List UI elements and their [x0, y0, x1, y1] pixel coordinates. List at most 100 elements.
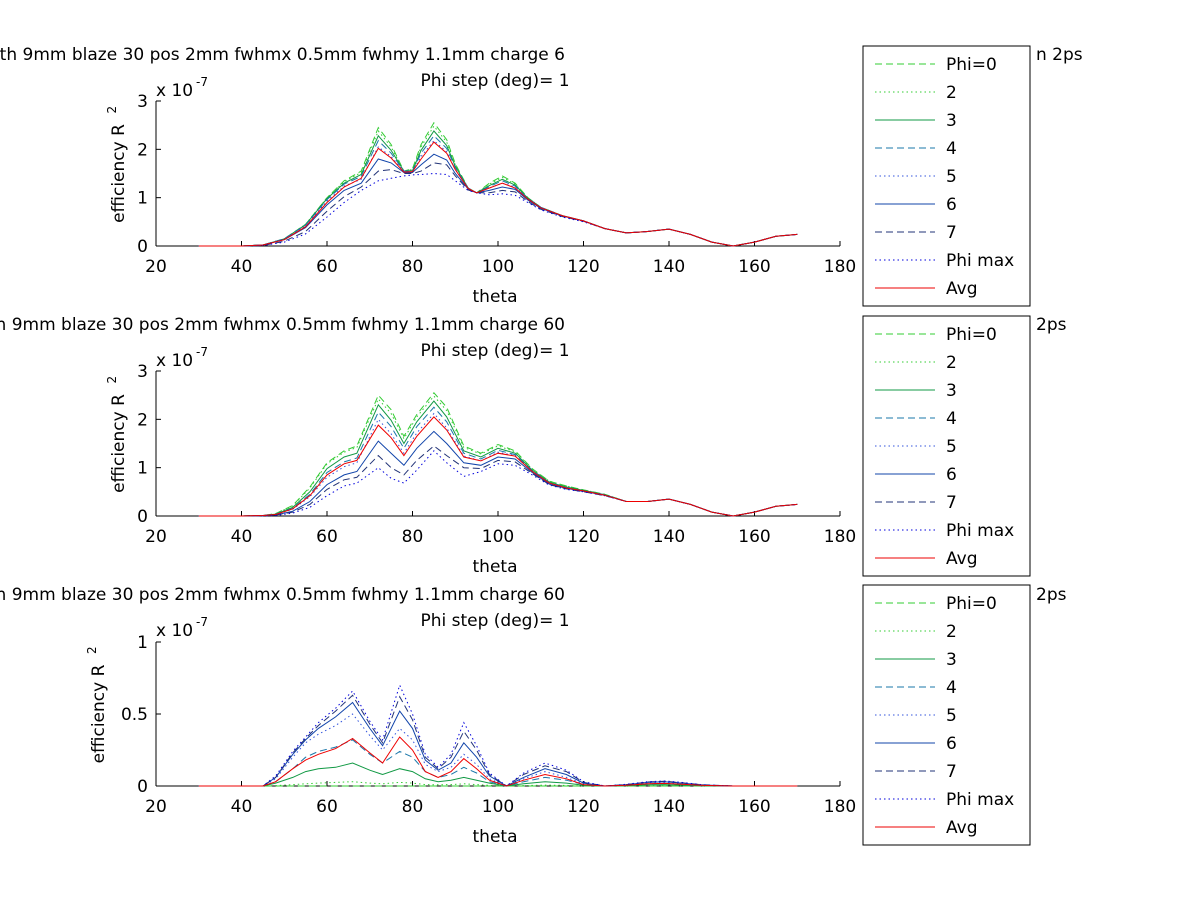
legend-label: 3	[946, 111, 957, 131]
legend-label: 7	[946, 223, 957, 243]
legend-label: 3	[946, 650, 957, 670]
chart-title-tail: 2ps	[1036, 315, 1067, 335]
x-tick-label: 40	[231, 527, 253, 547]
legend-label: Avg	[946, 279, 978, 299]
x-tick-label: 20	[145, 257, 167, 277]
x-tick-label: 100	[482, 797, 514, 817]
legend-3: Phi=0 2 3 4 5 6 7 Phi max Avg 2ps	[862, 584, 1067, 846]
x-tick-label: 80	[402, 797, 424, 817]
legend-label: Phi=0	[946, 594, 997, 614]
series-line-phi-max	[198, 172, 798, 247]
y-tick-label: 3	[137, 92, 148, 112]
y-axis-label-superscript: 2	[105, 106, 119, 114]
legend-2: Phi=0 2 3 4 5 6 7 Phi max Avg 2ps	[862, 315, 1067, 577]
chart-panel-2: 20 40 60 80 100 120 140 160 180 0 1 2 3 x 10-7 SOLEIL …	[0, 315, 856, 577]
y-exponent-superscript: -7	[196, 615, 208, 629]
x-tick-label: 60	[316, 527, 338, 547]
legend-box	[862, 45, 1031, 307]
legend-label: 6	[946, 195, 957, 215]
legend-label: 5	[946, 706, 957, 726]
legend-label: 4	[946, 139, 957, 159]
y-tick-label: 2	[137, 410, 148, 430]
y-axis-label-text: efficiency R	[109, 124, 129, 223]
series-line-3	[198, 762, 798, 787]
x-tick-label: 100	[482, 527, 514, 547]
legend-label: 4	[946, 409, 957, 429]
chart-title-tail: n 2ps	[1036, 45, 1083, 65]
y-axis-label-superscript: 2	[105, 376, 119, 384]
chart-title: SOLEIL gperiod 2mm gwidth 9mm blaze 30 p…	[0, 315, 565, 335]
plot-area	[156, 101, 840, 246]
y-tick-label: 0	[137, 507, 148, 527]
series-line-5	[198, 713, 798, 787]
x-tick-label: 120	[567, 257, 599, 277]
legend-label: 2	[946, 622, 957, 642]
y-tick-label: 1	[137, 459, 148, 479]
chart-panel-1: 20 40 60 80 100 120 140 160 180 0 1 2 3 x 10-7 w SOLEI…	[0, 45, 856, 307]
plot-area	[156, 642, 840, 786]
series-line-7	[198, 694, 798, 787]
series-line-avg	[198, 141, 798, 247]
legend-label: 4	[946, 678, 957, 698]
series-line-phi-max	[198, 683, 798, 787]
y-axis-label-superscript: 2	[85, 646, 99, 654]
y-tick-label: 2	[137, 140, 148, 160]
legend-label: Phi max	[946, 521, 1014, 541]
series-line-4	[198, 739, 798, 787]
series-line-avg	[198, 416, 798, 517]
legend-label: Phi max	[946, 251, 1014, 271]
x-tick-label: 180	[824, 797, 856, 817]
legend-label: 7	[946, 493, 957, 513]
y-exponent-label: x 10	[156, 351, 193, 371]
legend-label: 6	[946, 734, 957, 754]
x-tick-label: 80	[402, 257, 424, 277]
y-axis-label-text: efficiency R	[109, 394, 129, 493]
x-tick-label: 140	[653, 797, 685, 817]
x-tick-label: 40	[231, 257, 253, 277]
x-tick-label: 120	[567, 527, 599, 547]
x-tick-label: 140	[653, 527, 685, 547]
y-exponent-label: x 10	[156, 81, 193, 101]
legend-label: Phi=0	[946, 325, 997, 345]
y-axis-label-text: efficiency R	[89, 664, 109, 763]
x-tick-label: 180	[824, 527, 856, 547]
x-axis-label: theta	[473, 287, 518, 307]
chart-subtitle: Phi step (deg)= 1	[420, 71, 569, 91]
legend-label: 5	[946, 437, 957, 457]
legend-label: 6	[946, 465, 957, 485]
y-tick-label: 3	[137, 362, 148, 382]
x-tick-label: 120	[567, 797, 599, 817]
chart-title: w SOLEIL gperiod 2mm gwidth 9mm blaze 30…	[0, 45, 565, 65]
y-axis-label: efficiency R 2	[105, 376, 129, 493]
y-tick-label: 0	[137, 237, 148, 257]
x-tick-label: 40	[231, 797, 253, 817]
legend-label: 5	[946, 167, 957, 187]
legend-label: Phi=0	[946, 55, 997, 75]
x-tick-label: 60	[316, 797, 338, 817]
y-tick-label: 1	[137, 189, 148, 209]
legend-label: 2	[946, 353, 957, 373]
legend-label: Phi max	[946, 790, 1014, 810]
x-axis-label: theta	[473, 557, 518, 577]
legend-1: Phi=0 2 3 4 5 6 7 Phi max Avg n 2ps	[862, 45, 1083, 307]
series-line-4	[198, 406, 798, 517]
y-tick-label: 0.5	[121, 705, 148, 725]
chart-subtitle: Phi step (deg)= 1	[420, 341, 569, 361]
series-line-7	[198, 445, 798, 517]
legend-label: Avg	[946, 549, 978, 569]
chart-subtitle: Phi step (deg)= 1	[420, 611, 569, 631]
y-axis-label: efficiency R 2	[105, 106, 129, 223]
legend-box	[862, 584, 1031, 846]
x-tick-label: 100	[482, 257, 514, 277]
x-tick-label: 20	[145, 527, 167, 547]
x-tick-label: 20	[145, 797, 167, 817]
chart-panel-3: 20 40 60 80 100 120 140 160 180 0 0.5 1 x 10-7 SOLEIL…	[0, 585, 856, 847]
legend-label: 7	[946, 762, 957, 782]
y-tick-label: 1	[137, 633, 148, 653]
x-tick-label: 180	[824, 257, 856, 277]
x-tick-label: 80	[402, 527, 424, 547]
y-exponent-superscript: -7	[196, 75, 208, 89]
x-tick-label: 140	[653, 257, 685, 277]
